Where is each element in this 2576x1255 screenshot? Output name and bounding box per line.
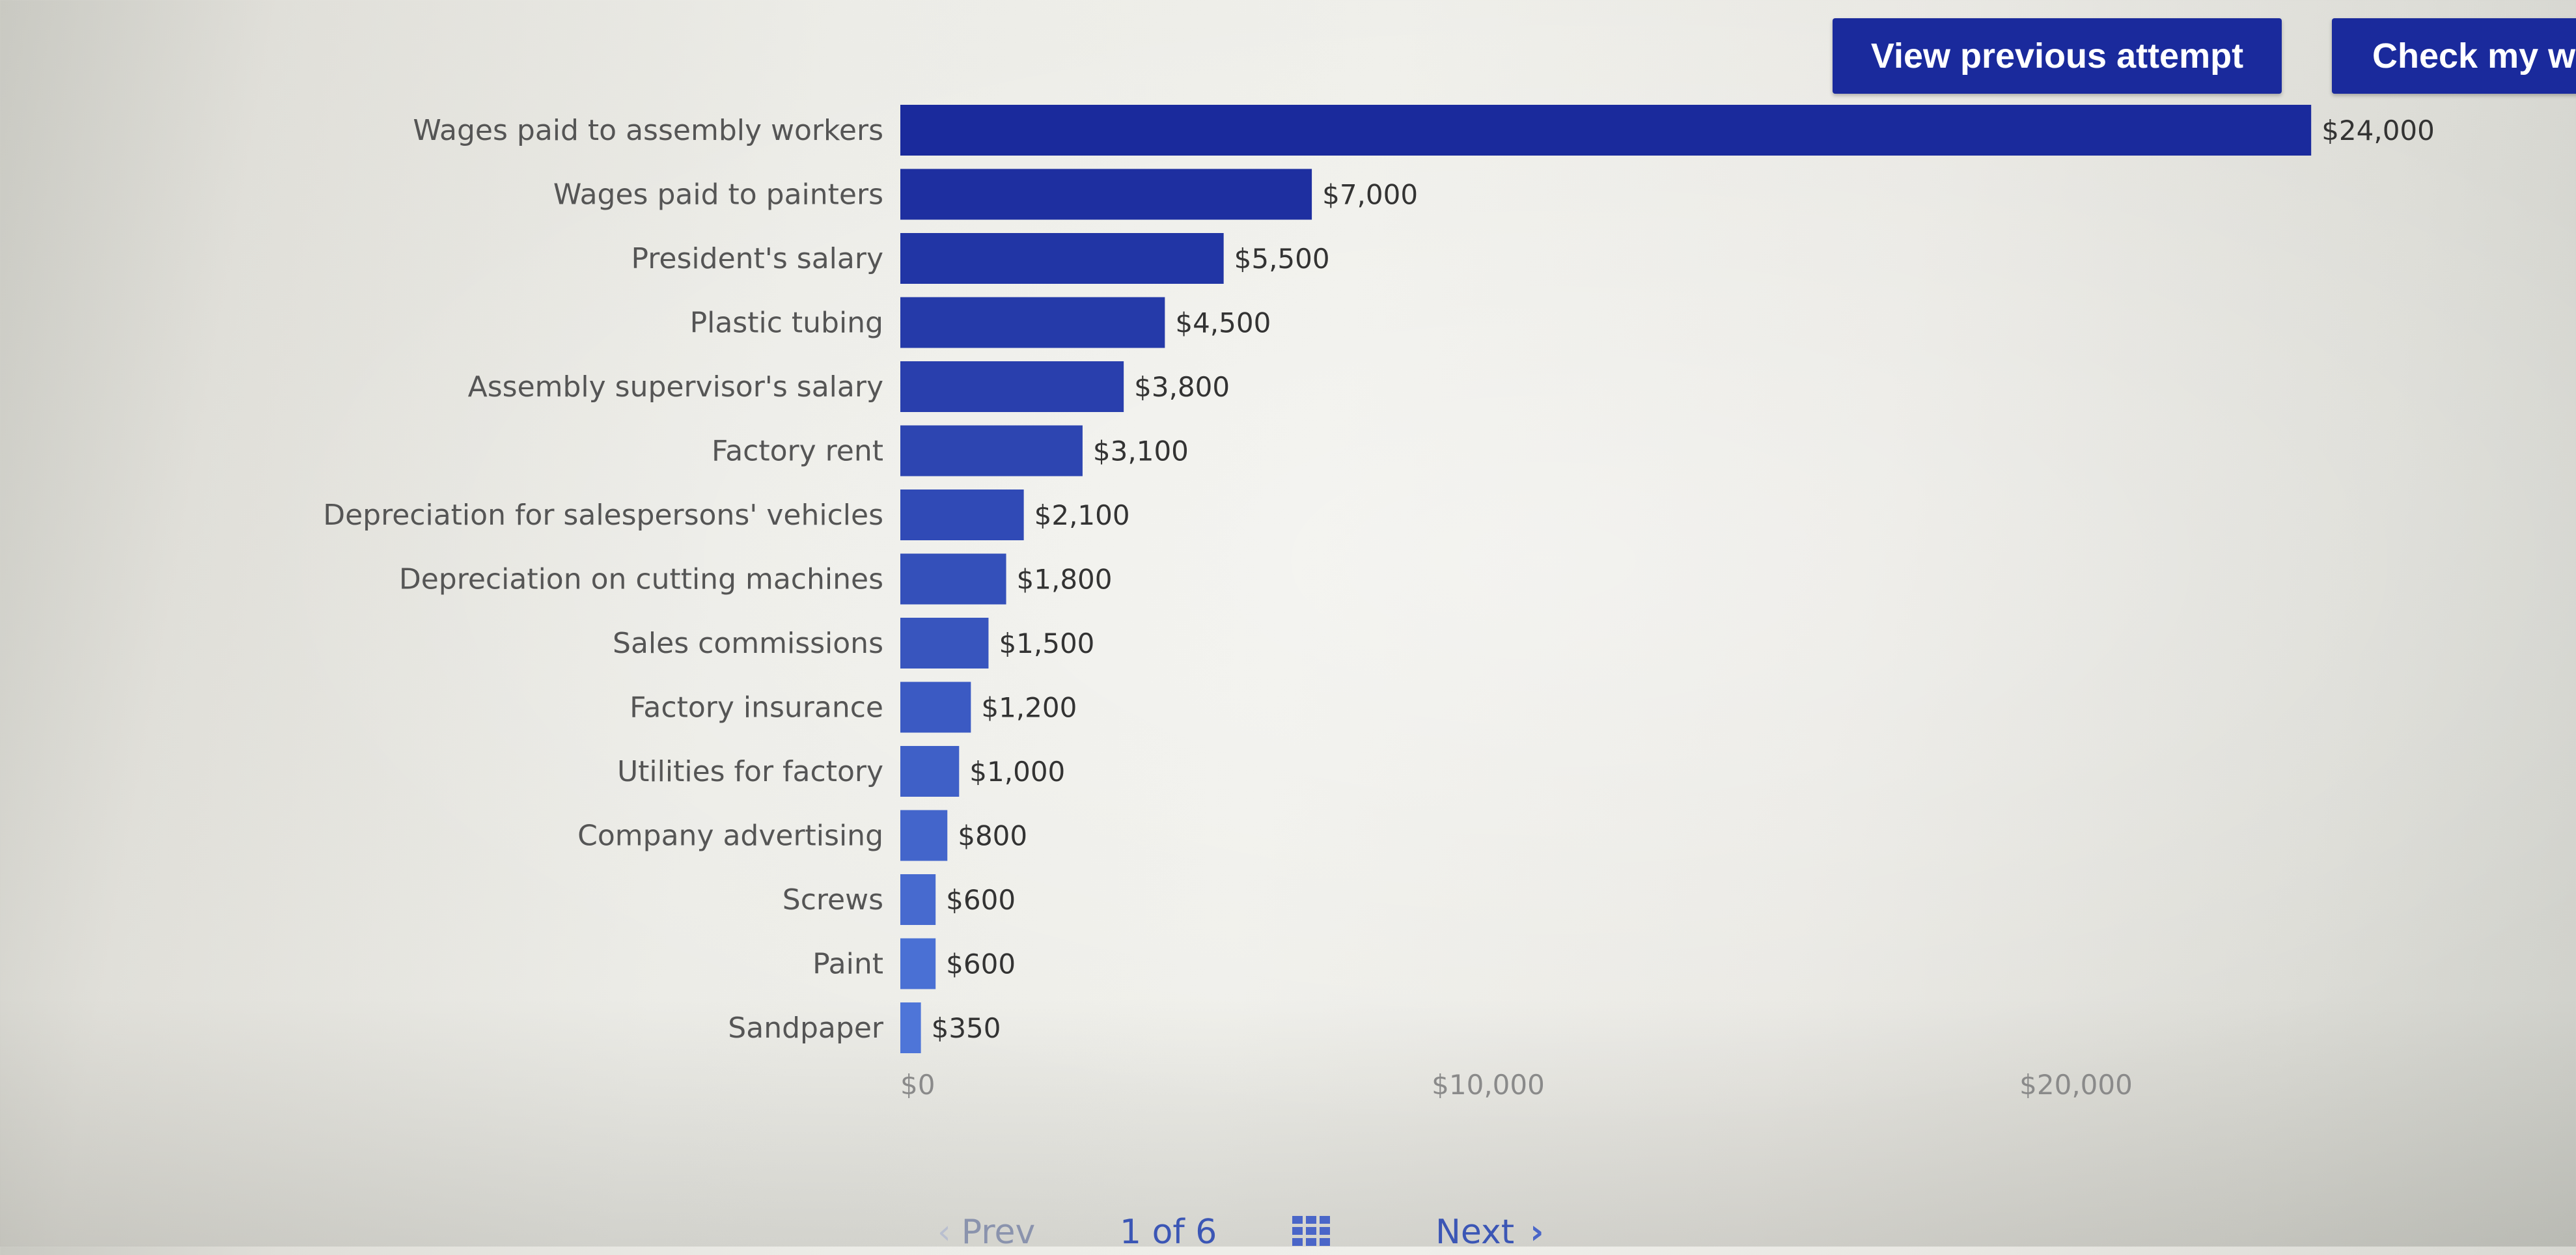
value-label: $4,500	[1175, 307, 1271, 339]
category-label: Plastic tubing	[690, 307, 883, 340]
x-tick-label: $0	[900, 1069, 935, 1101]
value-label: $7,000	[1322, 179, 1418, 211]
bar	[900, 233, 1224, 284]
category-label: Factory insurance	[630, 691, 883, 724]
view-previous-attempt-button[interactable]: View previous attempt	[1833, 18, 2282, 94]
bar	[900, 105, 2312, 156]
value-label: $2,100	[1034, 499, 1130, 531]
bar	[900, 618, 989, 669]
category-label: Wages paid to painters	[553, 178, 883, 212]
value-labels: $24,000 $7,000 $5,500 $4,500 $3,800 $3,100 $2,…	[932, 115, 2435, 1044]
page-indicator: 1 of 6	[1120, 1213, 1217, 1252]
bar	[900, 1002, 921, 1053]
category-label: Sandpaper	[728, 1012, 884, 1045]
value-label: $24,000	[2321, 115, 2435, 146]
x-tick-label: $10,000	[1432, 1069, 1545, 1101]
x-axis-ticks: $0 $10,000 $20,000	[900, 1069, 2133, 1101]
bar	[900, 810, 948, 861]
category-label: Sales commissions	[613, 627, 883, 660]
chevron-right-icon: ›	[1530, 1213, 1544, 1252]
category-label: Paint	[812, 948, 883, 981]
category-label: Screws	[782, 883, 883, 917]
next-label: Next	[1435, 1213, 1515, 1252]
bar	[900, 553, 1006, 605]
category-label: Factory rent	[712, 435, 883, 468]
category-label: Depreciation for salespersons' vehicles	[323, 499, 883, 532]
next-button[interactable]: Next ›	[1435, 1209, 1544, 1255]
cost-bar-chart: Wages paid to assembly workers Wages paid…	[323, 105, 2435, 1101]
bar	[900, 490, 1024, 540]
category-label: Assembly supervisor's salary	[468, 370, 883, 404]
check-my-work-button[interactable]: Check my w	[2332, 18, 2576, 94]
x-tick-label: $20,000	[2019, 1069, 2133, 1101]
bar	[900, 361, 1124, 412]
category-label: President's salary	[631, 242, 883, 275]
category-label: Depreciation on cutting machines	[399, 563, 883, 596]
value-label: $1,200	[981, 692, 1077, 724]
chevron-left-icon: ‹	[937, 1213, 951, 1252]
bar	[900, 169, 1312, 220]
bar	[900, 874, 936, 925]
bars-layer	[900, 105, 2312, 1053]
bar	[900, 746, 960, 797]
bar	[900, 297, 1165, 348]
value-label: $600	[946, 948, 1016, 980]
value-label: $1,000	[969, 756, 1065, 788]
bar	[900, 938, 936, 989]
value-label: $1,800	[1017, 564, 1113, 596]
value-label: $3,100	[1093, 435, 1189, 467]
category-label: Wages paid to assembly workers	[413, 114, 883, 147]
value-label: $800	[958, 820, 1027, 852]
category-labels: Wages paid to assembly workers Wages paid…	[323, 114, 884, 1045]
bar	[900, 682, 971, 733]
category-label: Utilities for factory	[617, 755, 883, 788]
prev-label: Prev	[961, 1213, 1036, 1252]
value-label: $600	[946, 884, 1016, 916]
value-label: $1,500	[999, 628, 1094, 659]
prev-button[interactable]: ‹ Prev	[937, 1209, 1035, 1255]
value-label: $5,500	[1234, 243, 1330, 275]
grid-icon[interactable]	[1292, 1216, 1330, 1246]
bar	[900, 425, 1083, 476]
category-label: Company advertising	[577, 820, 883, 853]
value-label: $350	[932, 1012, 1001, 1044]
value-label: $3,800	[1134, 371, 1230, 403]
